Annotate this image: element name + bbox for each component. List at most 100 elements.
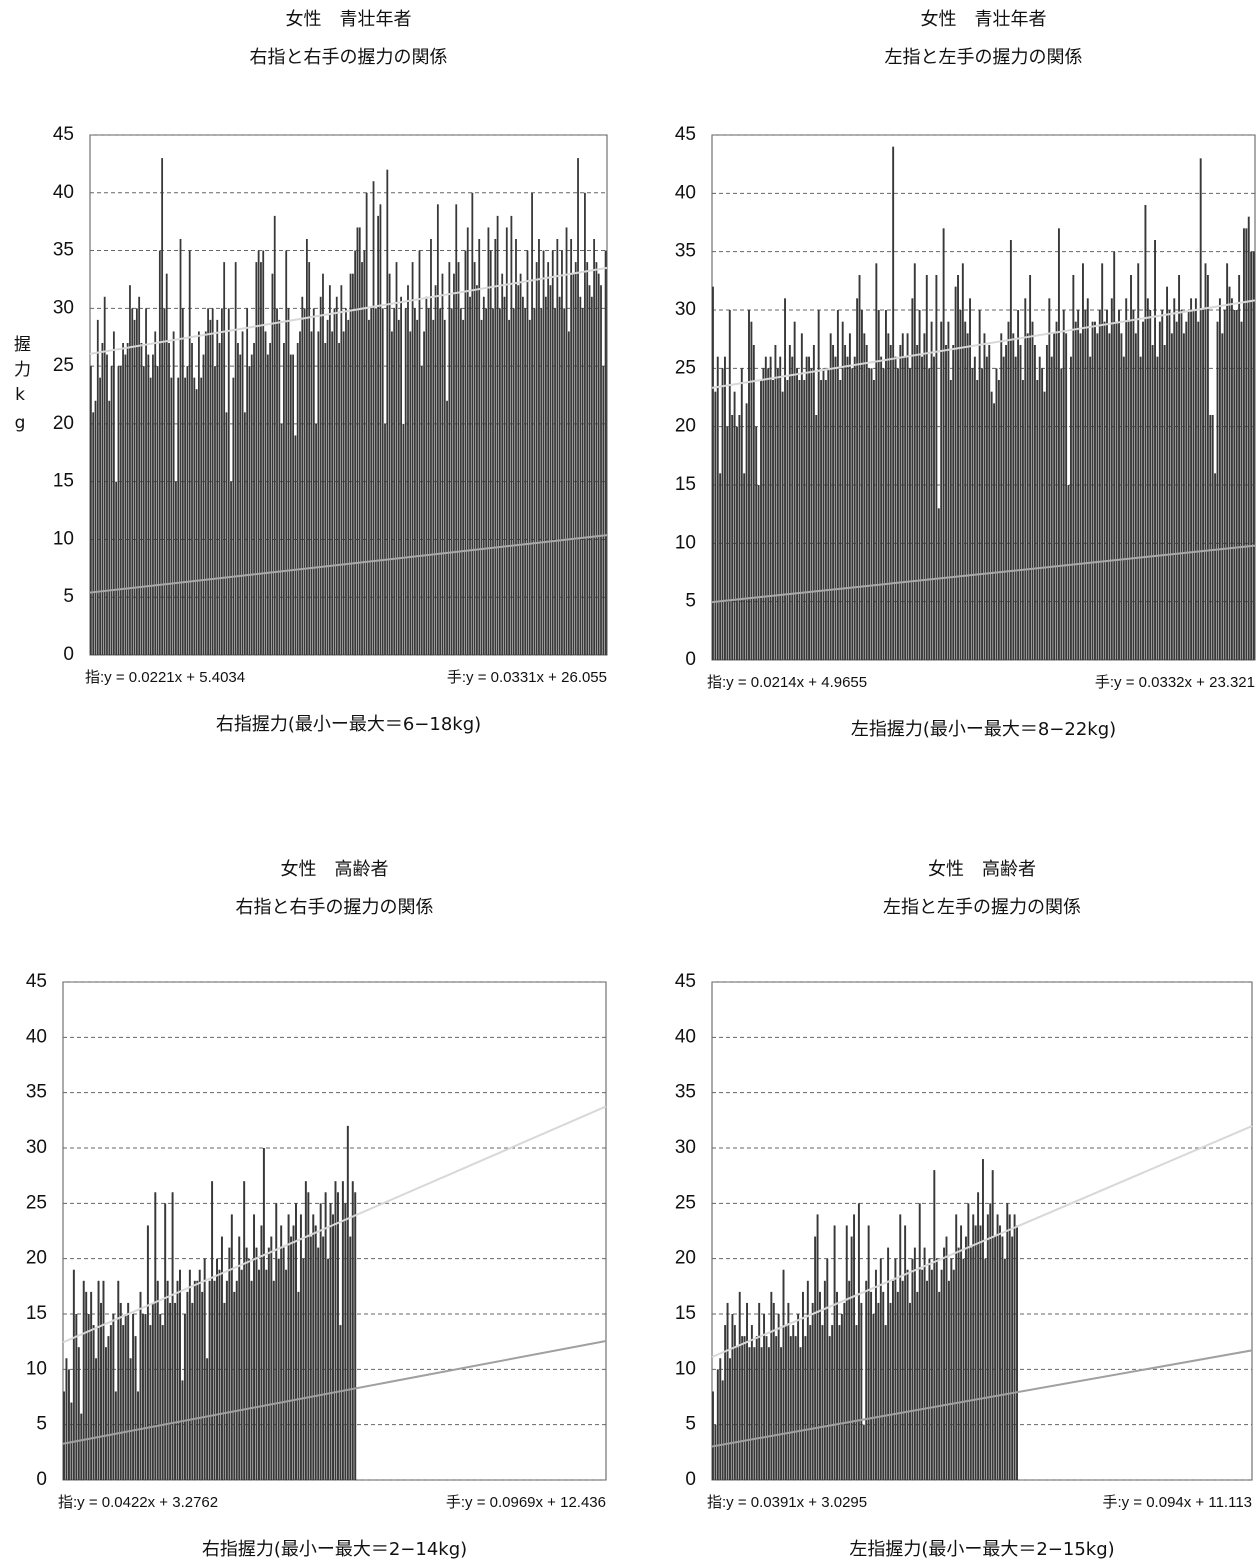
bar [122,1325,125,1480]
bar [786,380,789,660]
bar [1199,158,1202,661]
bar [877,310,880,660]
bar [492,308,494,655]
bar [1170,333,1173,660]
bar [991,1170,994,1480]
bar [365,192,368,655]
bar [892,1280,894,1480]
bar [246,308,249,655]
y-tick-label: 35 [675,1082,696,1103]
bar [952,1269,955,1480]
bar [860,1302,863,1480]
bar [1182,333,1185,660]
bar [918,1203,921,1480]
bar [733,1325,736,1480]
bar [307,1192,310,1480]
bar [1003,1258,1006,1480]
bar [280,1225,283,1480]
bar [240,1269,243,1480]
bar [787,1302,790,1480]
bar [137,1391,140,1480]
bar [838,1325,841,1480]
y-tick-label: 5 [685,591,696,612]
bar [827,368,830,660]
bar [112,1314,115,1480]
bar [264,331,267,655]
bar [714,391,717,660]
bar [844,345,847,660]
bar [154,331,157,655]
bar [262,250,265,656]
bar [1045,345,1048,660]
y-tick-label: 5 [685,1414,696,1435]
bar [230,481,232,655]
bar [117,1280,120,1480]
bar [994,1236,997,1480]
bar [216,319,219,655]
bar [455,204,458,656]
bar [1041,368,1044,660]
trend-equation: 指:y = 0.0391x + 3.0295 [707,1494,867,1511]
bar [158,250,161,656]
y-tick-label: 10 [675,532,696,553]
trend-equation: 手:y = 0.0332x + 23.321 [1095,674,1255,691]
bar [519,273,522,655]
bar [750,1325,753,1480]
bar [590,296,593,655]
bar [760,1347,763,1480]
bar [978,310,981,660]
bar [172,331,175,655]
bar [728,310,731,660]
bar [446,400,448,655]
bar [1029,275,1032,660]
bar [443,319,446,655]
bar [1142,321,1144,660]
bar [820,380,823,660]
bar [804,1336,807,1480]
bar [214,366,216,655]
bar [317,331,320,655]
bar [1077,310,1080,660]
bar [600,285,602,655]
bar [345,308,347,655]
bar [780,1347,783,1480]
bar [586,262,589,655]
bar [819,1291,821,1480]
bar [124,354,127,655]
bar [1151,345,1154,660]
y-tick-label: 45 [675,124,696,145]
bar [1233,310,1236,660]
bar [921,1269,924,1480]
bar [142,366,145,655]
bar [533,308,536,655]
bar [824,380,827,660]
bar [1161,310,1164,660]
bar [712,1391,714,1480]
bar [988,345,991,660]
bar [938,1291,941,1480]
bar [549,285,552,655]
bar [561,250,563,656]
bar [1204,263,1207,660]
bar [211,308,214,655]
bar [746,1302,748,1480]
bar [982,1159,984,1480]
bar [487,227,490,655]
bar [188,1269,191,1480]
bar [833,1225,836,1480]
bar [220,1236,223,1480]
bar [974,1225,977,1480]
bar [923,1247,926,1480]
bar [379,204,382,656]
bar [459,308,462,655]
bar [567,331,570,655]
bar [769,356,772,660]
y-tick-label: 40 [26,1026,47,1047]
bar [781,391,784,660]
bar [1144,205,1147,660]
bar [1120,333,1123,660]
bar [416,319,419,655]
bar [851,368,854,660]
bar [228,1247,231,1480]
bar [202,354,205,655]
